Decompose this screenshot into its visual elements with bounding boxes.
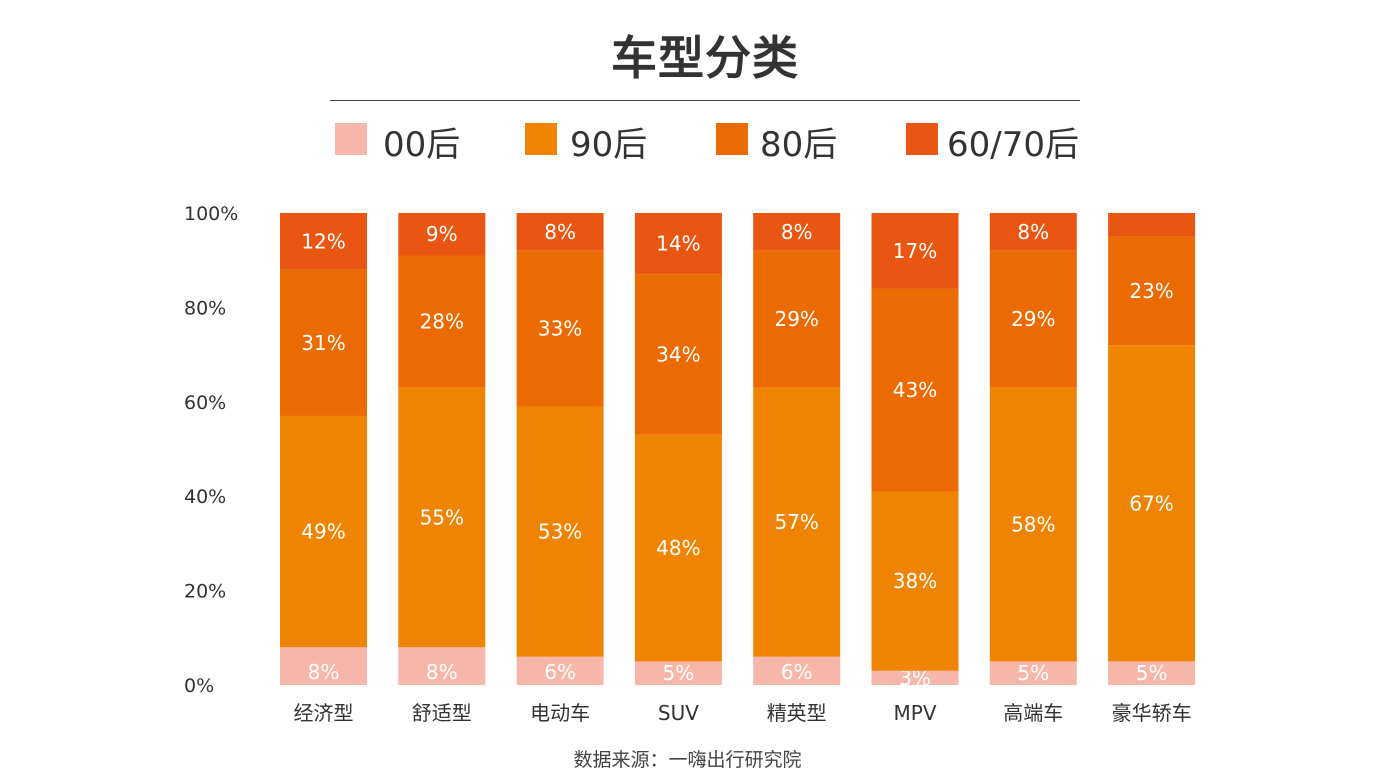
bar-segment — [634, 274, 722, 435]
data-label: 29% — [774, 307, 818, 331]
x-tick-label: SUV — [658, 701, 699, 725]
data-label: 23% — [1129, 279, 1173, 303]
data-label: 6% — [544, 660, 576, 684]
data-label: 33% — [538, 317, 582, 341]
legend-swatch — [525, 123, 557, 155]
y-tick-label: 0% — [184, 675, 214, 697]
bar-segment — [634, 661, 722, 685]
data-label: 8% — [1017, 220, 1049, 244]
y-tick-label: 40% — [184, 486, 226, 508]
y-tick-label: 20% — [184, 581, 226, 603]
data-label: 34% — [656, 343, 700, 367]
data-label: 12% — [301, 229, 345, 253]
legend-swatch — [906, 123, 938, 155]
bar-segment — [398, 647, 486, 685]
bar-segment — [1108, 345, 1196, 662]
data-label: 17% — [893, 239, 937, 263]
data-label: 5% — [663, 661, 695, 685]
bar-segment — [871, 288, 959, 492]
y-tick-label: 100% — [184, 203, 238, 225]
legend-label: 60/70后 — [947, 125, 1079, 165]
bar-segment — [871, 213, 959, 289]
x-tick-label: 豪华轿车 — [1112, 701, 1192, 725]
bar-segment — [753, 213, 841, 251]
data-label: 8% — [544, 220, 576, 244]
data-label: 67% — [1129, 491, 1173, 515]
bar-segment — [516, 213, 604, 251]
x-tick-label: 高端车 — [1003, 701, 1063, 725]
data-label: 8% — [781, 220, 813, 244]
bar-segment — [280, 269, 367, 416]
x-tick-label: 舒适型 — [412, 701, 472, 725]
legend-label: 00后 — [383, 125, 460, 165]
bar-segment — [280, 415, 367, 648]
data-label: 28% — [420, 310, 464, 334]
bar-segment — [634, 213, 722, 275]
bar-segment — [989, 213, 1077, 251]
data-label: 53% — [538, 520, 582, 544]
data-label: 49% — [301, 520, 345, 544]
data-label: 43% — [893, 378, 937, 402]
y-tick-label: 80% — [184, 297, 226, 319]
data-label: 48% — [656, 536, 700, 560]
bar-segment — [398, 255, 486, 388]
bar-segment — [634, 434, 722, 662]
data-label: 8% — [426, 660, 458, 684]
bar-segment — [280, 647, 367, 685]
data-label: 5% — [1017, 661, 1049, 685]
data-label: 55% — [420, 505, 464, 529]
chart-title: 车型分类 — [611, 31, 799, 85]
data-label: 58% — [1011, 513, 1055, 537]
legend-swatch — [335, 123, 367, 155]
data-label: 31% — [301, 331, 345, 355]
bar-segment — [871, 670, 959, 685]
bar-segment — [1108, 213, 1196, 237]
bar-segment — [516, 406, 604, 657]
x-tick-label: MPV — [894, 701, 937, 725]
bar-segment — [753, 250, 841, 388]
bar-segment — [1108, 661, 1196, 685]
bar-segment — [989, 250, 1077, 388]
data-label: 38% — [893, 569, 937, 593]
legend-label: 80后 — [760, 125, 837, 165]
data-label: 6% — [781, 660, 813, 684]
bar-segment — [871, 491, 959, 671]
legend-swatch — [716, 123, 748, 155]
bar-segment — [753, 656, 841, 685]
bar-segment — [516, 656, 604, 685]
bar-segment — [753, 387, 841, 657]
x-tick-label: 经济型 — [294, 701, 354, 725]
y-tick-label: 60% — [184, 392, 226, 414]
title-divider — [330, 100, 1080, 101]
data-label: 9% — [426, 222, 458, 246]
data-label: 57% — [774, 510, 818, 534]
bar-segment — [516, 250, 604, 407]
data-label: 14% — [656, 232, 700, 256]
data-label: 8% — [308, 660, 340, 684]
data-label: 29% — [1011, 307, 1055, 331]
legend-label: 90后 — [570, 125, 647, 165]
bar-segment — [1108, 236, 1196, 346]
source-note: 数据来源：一嗨出行研究院 — [573, 749, 802, 771]
bar-segment — [398, 387, 486, 648]
bar-segment — [989, 661, 1077, 685]
data-label: 5% — [1136, 661, 1168, 685]
bar-segment — [280, 213, 367, 270]
bar-segment — [989, 387, 1077, 662]
x-tick-label: 电动车 — [530, 701, 590, 725]
bar-segment — [398, 213, 486, 256]
x-tick-label: 精英型 — [767, 701, 827, 725]
